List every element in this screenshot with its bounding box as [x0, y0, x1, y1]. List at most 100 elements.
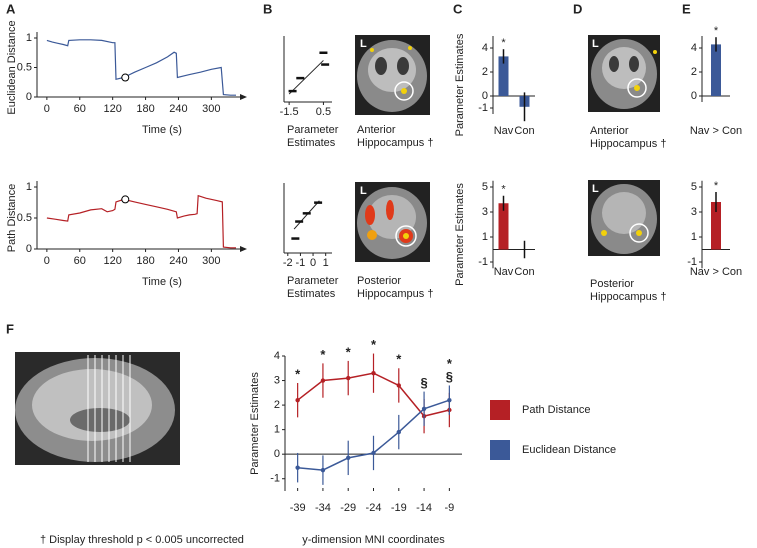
y-tick-label: 0.5 — [17, 212, 32, 224]
y-tick-label: 0 — [26, 91, 32, 103]
panel-label: D — [573, 1, 582, 16]
x-tick-label: -24 — [366, 502, 382, 514]
y-tick-label: 4 — [274, 350, 280, 362]
highlight-point — [121, 73, 130, 82]
data-point — [396, 383, 401, 388]
x-tick-label: Nav > Con — [690, 125, 742, 137]
significance-mark: * — [447, 356, 453, 371]
brain-label: L — [360, 185, 367, 197]
x-tick-label: Nav — [494, 125, 514, 137]
panel-label: B — [263, 1, 272, 16]
x-tick-label: 0 — [310, 257, 316, 269]
brain-image: L — [588, 35, 660, 112]
y-tick-label: 1 — [274, 424, 280, 436]
y-tick-label: 2 — [482, 66, 488, 78]
significance-mark: § — [446, 369, 453, 384]
x-tick-label: 180 — [136, 103, 154, 115]
x-axis-arrow — [240, 94, 247, 100]
x-tick-label: -19 — [391, 502, 407, 514]
y-tick-label: 5 — [691, 181, 697, 193]
panel-label: A — [6, 1, 16, 16]
x-tick-label: -9 — [444, 502, 454, 514]
y-tick-label: 0.5 — [17, 61, 32, 73]
x-axis-label: Parameter — [287, 124, 339, 136]
data-point — [346, 455, 351, 461]
y-axis-label: Parameter Estimates — [454, 33, 466, 136]
x-tick-label: -29 — [340, 502, 356, 514]
y-tick-label: 5 — [482, 181, 488, 193]
footnote: † Display threshold p < 0.005 uncorrecte… — [40, 534, 244, 546]
x-tick-label: 300 — [202, 255, 220, 267]
y-tick-label: 3 — [482, 206, 488, 218]
y-tick-label: -1 — [270, 473, 280, 485]
significance-mark: * — [714, 180, 719, 192]
y-axis-label: Path Distance — [6, 184, 18, 252]
brain-image: L — [355, 35, 430, 115]
y-tick-label: 4 — [482, 42, 488, 54]
x-tick-label: 300 — [202, 103, 220, 115]
y-tick-label: -1 — [478, 256, 488, 268]
y-tick-label: 1 — [691, 231, 697, 243]
legend-swatch — [490, 400, 510, 420]
x-tick-label: -1 — [296, 257, 306, 269]
data-line — [46, 194, 236, 249]
brain-image: L — [588, 180, 660, 256]
y-axis-label: Parameter Estimates — [454, 183, 466, 286]
x-tick-label: 120 — [103, 255, 121, 267]
legend-label: Euclidean Distance — [522, 444, 616, 456]
significance-mark: § — [420, 375, 427, 390]
significance-mark: * — [396, 352, 402, 367]
brain-image: L — [355, 182, 430, 262]
panel-label: F — [6, 321, 14, 336]
x-axis-label: Time (s) — [142, 124, 182, 136]
x-axis-label: y-dimension MNI coordinates — [302, 534, 445, 546]
x-tick-label: -2 — [283, 257, 293, 269]
brain-sagittal-image — [15, 352, 180, 465]
caption: Hippocampus † — [357, 137, 433, 149]
fit-line — [288, 60, 324, 95]
brain-label: L — [592, 183, 599, 195]
data-point — [346, 375, 351, 381]
caption: Anterior — [357, 124, 396, 136]
legend-label: Path Distance — [522, 404, 590, 416]
x-axis-arrow — [240, 246, 247, 252]
y-tick-label: 2 — [691, 66, 697, 78]
x-tick-label: Nav — [494, 266, 514, 278]
data-point — [295, 465, 300, 470]
y-axis-label: Euclidean Distance — [6, 20, 18, 114]
y-tick-label: 0 — [482, 90, 488, 102]
x-axis-label: Time (s) — [142, 276, 182, 288]
brain-label: L — [592, 38, 599, 50]
x-tick-label: 240 — [169, 255, 187, 267]
x-tick-label: 180 — [136, 255, 154, 267]
x-tick-label: 0.5 — [316, 106, 331, 118]
x-axis-label: Estimates — [287, 288, 336, 300]
caption: Posterior — [357, 275, 401, 287]
caption: Posterior — [590, 278, 634, 290]
data-point — [371, 450, 376, 456]
y-tick-label: -1 — [478, 102, 488, 114]
fit-line — [293, 200, 320, 230]
y-tick-label: 0 — [26, 243, 32, 255]
significance-mark: * — [295, 366, 301, 381]
x-axis-label: Estimates — [287, 137, 336, 149]
highlight-point — [121, 195, 130, 204]
panel-label: C — [453, 1, 463, 16]
x-tick-label: 240 — [169, 103, 187, 115]
x-tick-label: 1 — [323, 257, 329, 269]
bar — [711, 202, 721, 250]
bar — [711, 44, 721, 96]
y-tick-label: 0 — [691, 90, 697, 102]
y-axis-label: Parameter Estimates — [249, 372, 261, 475]
x-tick-label: Nav > Con — [690, 266, 742, 278]
y-tick-label: 1 — [26, 32, 32, 44]
brain-label: L — [360, 38, 367, 50]
significance-mark: * — [714, 25, 719, 37]
data-line — [46, 39, 236, 96]
x-tick-label: -39 — [290, 502, 306, 514]
bar — [498, 56, 509, 96]
data-point — [320, 378, 326, 383]
y-tick-label: 4 — [691, 42, 697, 54]
x-tick-label: Con — [514, 125, 534, 137]
